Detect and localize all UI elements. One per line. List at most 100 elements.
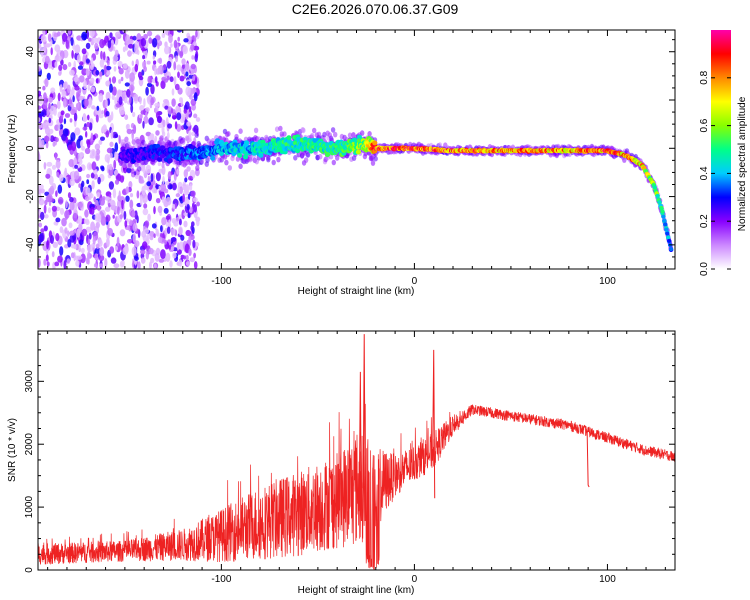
noise-mark (116, 236, 120, 247)
noise-mark (38, 138, 42, 148)
noise-mark (178, 218, 182, 226)
noise-mark (81, 228, 88, 237)
noise-mark (113, 263, 120, 269)
noise-mark (80, 253, 86, 264)
x-tick-label: 0 (412, 574, 418, 585)
noise-mark (189, 94, 194, 100)
noise-mark (57, 31, 61, 37)
ridge-halo-mark (131, 171, 136, 178)
noise-mark (69, 69, 75, 76)
noise-mark (126, 167, 132, 174)
noise-mark (113, 159, 117, 170)
noise-mark (72, 95, 75, 103)
noise-mark (166, 75, 170, 81)
noise-mark (65, 136, 69, 144)
ridge-halo-mark (226, 131, 231, 137)
snr-y-axis: 0 1000 2000 3000 (24, 333, 675, 573)
spectrogram-y-label: Frequency (Hz) (7, 115, 18, 184)
noise-mark (175, 217, 180, 222)
noise-mark (43, 43, 47, 53)
ridge-halo-mark (331, 159, 336, 166)
ridge-mark (666, 235, 671, 240)
ridge-mark (664, 227, 669, 232)
ridge-halo-mark (370, 160, 376, 166)
noise-mark (74, 44, 81, 54)
noise-mark (130, 104, 134, 113)
noise-mark (134, 44, 139, 55)
noise-mark (188, 248, 192, 256)
noise-mark (93, 37, 99, 44)
noise-mark (100, 50, 103, 60)
noise-mark (140, 257, 146, 264)
ridge-halo-mark (136, 141, 141, 148)
noise-mark (67, 62, 72, 67)
noise-mark (76, 54, 81, 64)
noise-mark (141, 69, 145, 76)
noise-mark (39, 194, 42, 202)
noise-mark (161, 162, 165, 169)
noise-mark (166, 60, 172, 69)
noise-mark (98, 239, 103, 247)
ridge-halo-mark (181, 139, 186, 145)
noise-mark (58, 64, 63, 71)
noise-mark (132, 35, 137, 41)
noise-mark (162, 119, 166, 128)
noise-mark (187, 193, 191, 201)
noise-mark (69, 178, 75, 187)
noise-mark (148, 247, 154, 255)
noise-mark (71, 141, 77, 152)
ridge-halo-mark (159, 135, 164, 141)
noise-mark (43, 204, 47, 214)
noise-mark (52, 141, 56, 147)
snr-spike (362, 334, 366, 521)
noise-mark (144, 220, 150, 228)
noise-mark (134, 63, 139, 73)
noise-mark (188, 206, 193, 214)
noise-mark (118, 190, 121, 201)
ridge-halo-mark (276, 156, 281, 163)
noise-mark (188, 237, 192, 246)
noise-mark (40, 228, 45, 233)
noise-mark (98, 254, 105, 262)
noise-mark (46, 161, 53, 167)
noise-mark (107, 40, 112, 49)
noise-mark (99, 38, 105, 49)
noise-mark (62, 82, 67, 89)
noise-mark (76, 255, 83, 260)
noise-mark (55, 159, 61, 169)
noise-mark (131, 60, 134, 66)
noise-mark (157, 123, 163, 128)
noise-mark (164, 239, 167, 245)
ridge-halo-mark (367, 131, 372, 137)
noise-mark (59, 207, 65, 215)
noise-mark (126, 123, 130, 129)
ridge-halo-mark (249, 155, 254, 162)
noise-mark (108, 202, 111, 208)
noise-mark (145, 107, 150, 112)
noise-mark (63, 118, 67, 125)
noise-mark (183, 108, 188, 114)
noise-mark (53, 106, 57, 116)
noise-mark (124, 114, 129, 120)
noise-mark (174, 83, 180, 91)
noise-mark (178, 227, 183, 236)
noise-mark (73, 170, 80, 180)
noise-mark (98, 139, 103, 145)
noise-mark (193, 261, 198, 269)
noise-mark (126, 88, 131, 98)
noise-mark (102, 196, 106, 201)
noise-mark (111, 76, 117, 84)
noise-mark (94, 247, 101, 254)
noise-mark (44, 77, 49, 88)
y-tick-label: 0 (25, 145, 36, 151)
noise-mark (67, 192, 72, 199)
noise-mark (106, 237, 110, 248)
ridge-mark (295, 148, 301, 154)
noise-mark (101, 166, 105, 172)
noise-mark (129, 193, 134, 198)
ridge-mark (157, 157, 163, 162)
noise-mark (185, 71, 189, 77)
noise-mark (61, 217, 67, 227)
noise-mark (114, 179, 120, 185)
noise-mark (133, 93, 139, 102)
